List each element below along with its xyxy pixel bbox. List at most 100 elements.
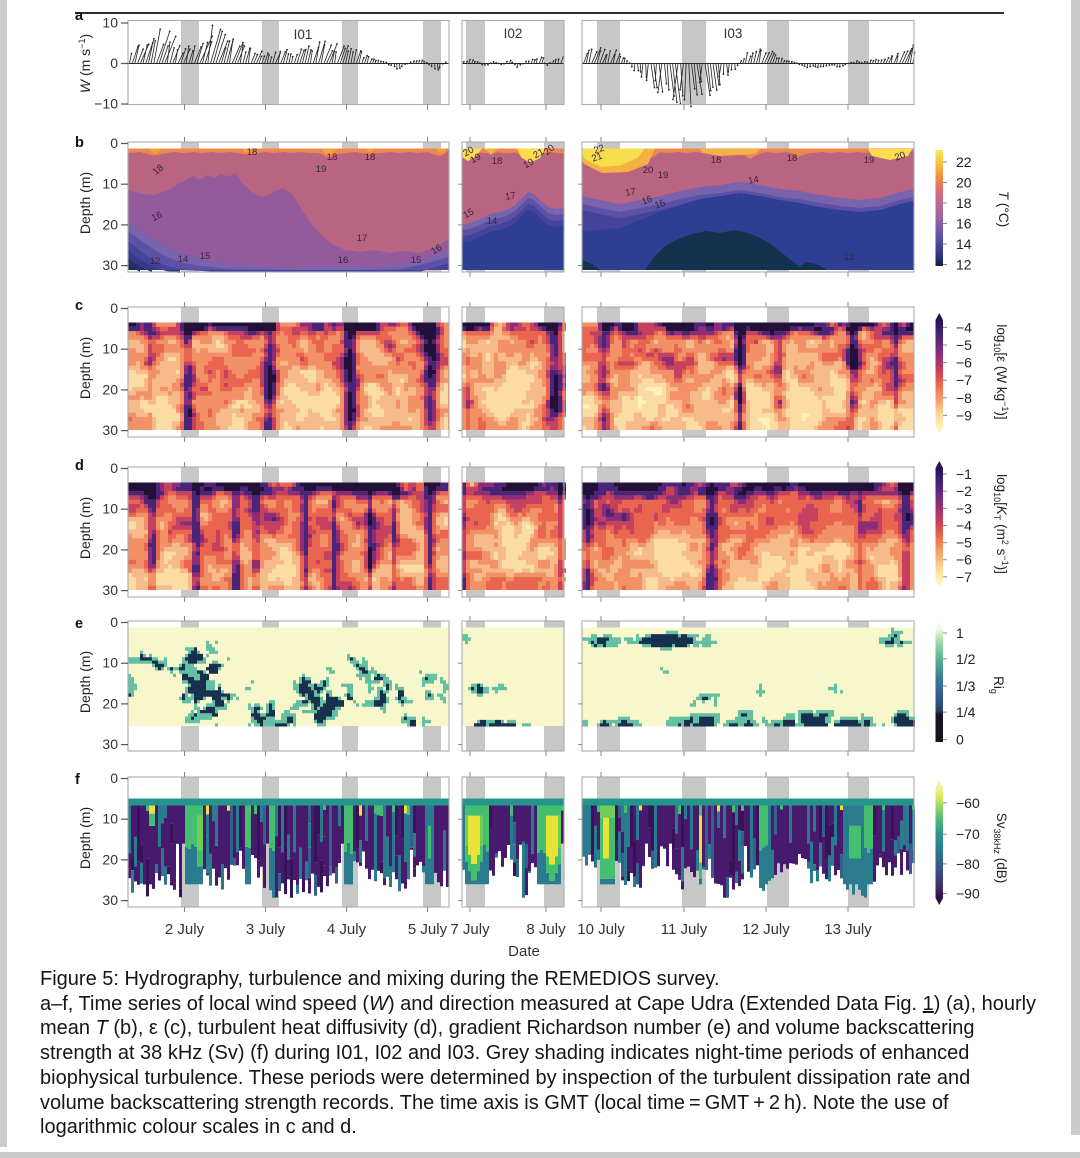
svg-text:−9: −9	[956, 407, 972, 423]
svg-text:20: 20	[893, 150, 907, 164]
svg-text:5 July: 5 July	[408, 921, 448, 938]
svg-text:I02: I02	[504, 26, 523, 41]
svg-text:Depth (m): Depth (m)	[77, 172, 93, 234]
svg-text:7 July: 7 July	[450, 921, 490, 938]
svg-text:19: 19	[316, 164, 327, 175]
svg-text:−5: −5	[956, 337, 972, 353]
svg-text:19: 19	[521, 156, 536, 171]
svg-text:Depth (m): Depth (m)	[77, 497, 93, 559]
svg-text:17: 17	[504, 190, 516, 203]
svg-text:14: 14	[487, 216, 498, 227]
svg-text:18: 18	[711, 155, 722, 166]
svg-text:14: 14	[747, 174, 759, 187]
svg-text:12 July: 12 July	[742, 921, 790, 938]
svg-text:2 July: 2 July	[165, 921, 205, 938]
svg-text:e: e	[75, 616, 83, 632]
svg-text:20: 20	[102, 851, 118, 867]
svg-text:10: 10	[102, 655, 118, 671]
svg-text:13 July: 13 July	[824, 921, 872, 938]
svg-text:−7: −7	[956, 372, 972, 388]
svg-text:0: 0	[110, 770, 118, 786]
svg-text:20: 20	[461, 144, 476, 159]
svg-text:1/4: 1/4	[956, 704, 976, 720]
svg-text:15: 15	[411, 255, 422, 266]
svg-text:log10[KT (m2 s−1)]: log10[KT (m2 s−1)]	[992, 474, 1010, 574]
svg-text:10 July: 10 July	[577, 921, 625, 938]
svg-text:0: 0	[956, 732, 964, 748]
svg-text:I03: I03	[724, 26, 743, 41]
svg-text:20: 20	[956, 175, 972, 191]
svg-text:15: 15	[200, 251, 211, 262]
svg-text:d: d	[75, 458, 84, 474]
svg-text:18: 18	[492, 156, 503, 167]
svg-text:21: 21	[531, 146, 546, 161]
svg-text:−4: −4	[956, 319, 972, 335]
svg-text:16: 16	[956, 216, 972, 232]
svg-text:−80: −80	[956, 856, 980, 872]
svg-text:3 July: 3 July	[246, 921, 286, 938]
svg-text:22: 22	[592, 143, 606, 157]
svg-text:Date: Date	[508, 943, 540, 960]
svg-text:15: 15	[461, 206, 476, 221]
svg-text:−4: −4	[956, 518, 972, 534]
svg-text:Rig: Rig	[989, 676, 1006, 694]
svg-text:−60: −60	[956, 795, 980, 811]
svg-text:−1: −1	[956, 466, 972, 482]
svg-text:20: 20	[102, 216, 118, 232]
svg-text:−70: −70	[956, 826, 980, 842]
svg-text:−7: −7	[956, 569, 972, 585]
svg-text:a: a	[75, 8, 84, 24]
svg-text:−3: −3	[956, 500, 972, 516]
svg-text:30: 30	[102, 892, 118, 908]
svg-text:21: 21	[590, 151, 604, 165]
svg-text:14: 14	[178, 254, 189, 265]
svg-text:18: 18	[365, 152, 376, 163]
svg-text:Sv38kHz (dB): Sv38kHz (dB)	[992, 813, 1009, 884]
svg-text:20: 20	[643, 165, 654, 176]
svg-text:Depth (m): Depth (m)	[77, 337, 93, 399]
svg-text:16: 16	[150, 210, 164, 224]
svg-text:10: 10	[102, 341, 118, 357]
svg-text:30: 30	[102, 582, 118, 598]
svg-text:1: 1	[956, 625, 964, 641]
svg-text:18: 18	[327, 152, 338, 163]
svg-text:−90: −90	[956, 886, 980, 902]
svg-text:Depth (m): Depth (m)	[77, 651, 93, 713]
svg-text:30: 30	[102, 422, 118, 438]
svg-text:0: 0	[110, 135, 118, 151]
svg-text:−10: −10	[94, 96, 118, 112]
svg-text:20: 20	[102, 695, 118, 711]
svg-text:19: 19	[658, 170, 669, 181]
svg-text:18: 18	[956, 195, 972, 211]
svg-text:15: 15	[653, 198, 667, 212]
svg-text:Depth (m): Depth (m)	[77, 807, 93, 869]
svg-text:0: 0	[110, 460, 118, 476]
svg-text:4 July: 4 July	[327, 921, 367, 938]
svg-text:1/2: 1/2	[956, 651, 976, 667]
svg-text:T (°C): T (°C)	[996, 191, 1011, 227]
svg-text:c: c	[75, 298, 83, 314]
svg-text:b: b	[75, 135, 84, 151]
svg-text:10: 10	[102, 176, 118, 192]
svg-text:16: 16	[640, 194, 654, 208]
svg-text:10: 10	[102, 15, 118, 31]
svg-text:17: 17	[624, 186, 636, 199]
svg-text:log10[ε (W kg−1)]: log10[ε (W kg−1)]	[992, 324, 1010, 419]
svg-text:14: 14	[956, 236, 972, 252]
svg-text:1/3: 1/3	[956, 678, 976, 694]
svg-text:0: 0	[110, 614, 118, 630]
svg-text:20: 20	[102, 381, 118, 397]
svg-text:−2: −2	[956, 483, 972, 499]
svg-text:13: 13	[844, 252, 855, 263]
svg-text:10: 10	[102, 811, 118, 827]
svg-text:30: 30	[102, 736, 118, 752]
svg-text:−5: −5	[956, 535, 972, 551]
svg-text:19: 19	[864, 155, 875, 166]
svg-text:−6: −6	[956, 355, 972, 371]
svg-text:10: 10	[102, 501, 118, 517]
svg-text:12: 12	[150, 256, 161, 267]
svg-text:−6: −6	[956, 552, 972, 568]
svg-text:16: 16	[429, 242, 444, 257]
svg-text:8 July: 8 July	[526, 921, 566, 938]
svg-text:I01: I01	[294, 27, 313, 42]
